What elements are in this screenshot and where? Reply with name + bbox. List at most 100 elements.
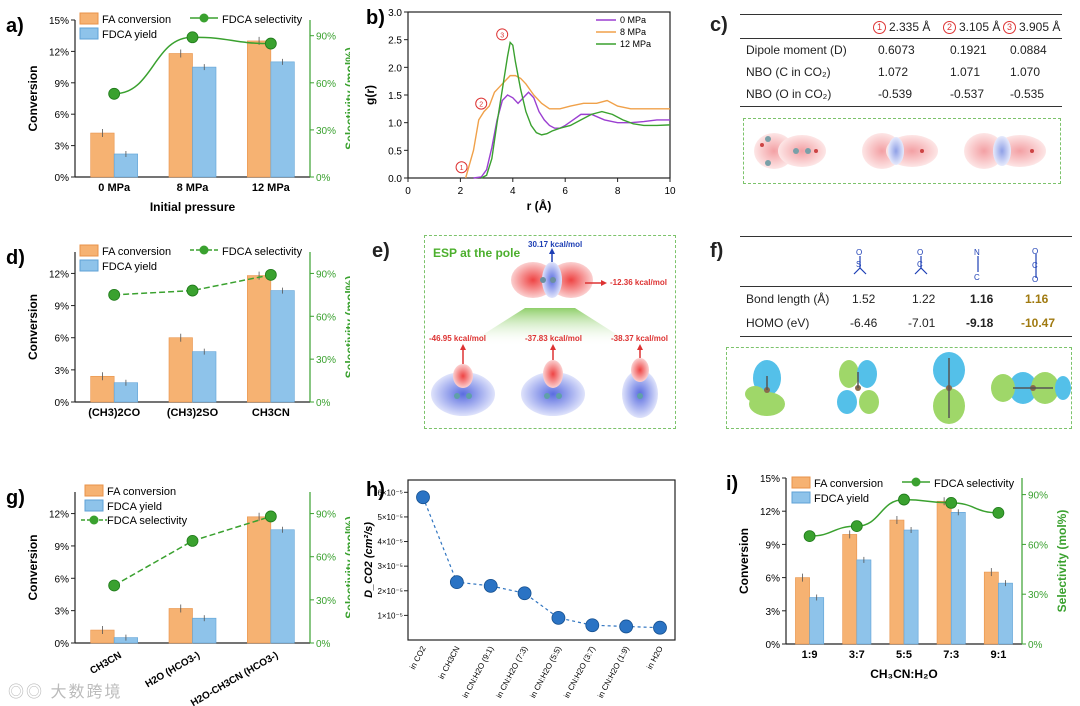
svg-text:C: C [974,273,980,282]
legend-sel: FDCA selectivity [222,246,303,258]
y-tick-label: 3% [55,366,70,377]
svg-text:O: O [1032,275,1038,284]
x-tick-label: (CH3)2CO [88,407,140,419]
legend-fa: FA conversion [107,486,176,498]
y-tick-label: 9% [55,302,70,313]
annotation-label: 1 [460,165,464,172]
x-axis-label: Initial pressure [150,200,236,214]
watermark-icon: ◎◎ [8,684,51,701]
bar-fa-conversion [168,608,193,644]
legend-swatch-yield [79,27,99,40]
legend-marker-sel [89,515,99,525]
selectivity-point [945,496,958,509]
y-tick-label: 6×10⁻⁵ [377,488,403,497]
x-tick-label: H2O (HCO3-) [144,650,202,690]
x-tick-label: in CN:H2O (1:9) [596,644,631,699]
x-tick-label: in CO2 [408,644,428,671]
selectivity-line [114,274,271,296]
panel-label: d) [6,247,25,269]
esp-title: ESP at the pole [433,246,521,260]
x-tick-label: (CH3)2SO [167,407,219,419]
y-tick-label: 1.5 [388,91,402,102]
y2-tick-label: 90% [1028,491,1048,502]
y-tick-label: 0% [766,640,781,651]
chart-i: i) 0% 3% 6% 9% 12% 15% 0% 30% 60% 90% Conversion Sel… [726,473,1069,681]
data-point [449,575,464,590]
esp-panel-e: ESP at the pole 30.17 kcal/mol -12.36 kc… [424,235,676,429]
selectivity-point [264,510,277,523]
legend-swatch-fa [791,476,811,489]
x-tick-label: 7:3 [943,649,959,661]
x-tick-label: H2O-CH3CN (HCO3-) [189,650,280,706]
y2-axis-label: Selectivity (mol%) [1055,510,1069,613]
x-tick-label: 8 MPa [177,182,210,194]
bar-fdca-yield [809,597,825,645]
panel-label: a) [6,15,24,37]
legend-fa: FA conversion [102,14,171,26]
y2-axis-label: Selectivity (mol%) [343,276,350,379]
bar-fdca-yield [998,582,1013,645]
annotation-circle [455,161,468,174]
chart-d: d) 0% 3% 6% 9% 12% 0% 30% 60% 90% Conversion Select… [6,244,350,419]
y-tick-label: 6% [55,574,70,585]
legend-fa: FA conversion [102,246,171,258]
bar-fdca-yield [270,290,295,403]
y2-tick-label: 0% [316,639,331,650]
table-c: 1 2.335 Å 2 3.105 Å 3 3.905 Å Dipole moment… [740,14,1062,107]
annotation-label: 2 [479,102,483,109]
y2-tick-label: 90% [316,269,336,280]
x-tick-label: 8 [615,186,621,197]
bar-fdca-yield [192,617,217,644]
panel-label: g) [6,487,25,509]
y-tick-label: 0.0 [388,174,402,185]
data-point [551,610,566,625]
selectivity-point [264,37,277,50]
y2-tick-label: 30% [316,596,336,607]
bar-fdca-yield [856,559,872,645]
y2-tick-label: 30% [316,126,336,137]
watermark: ◎◎ 大数跨境 [8,684,123,701]
panel-e-label: e) [372,240,390,262]
y2-tick-label: 60% [316,312,336,323]
y-tick-label: 3% [55,607,70,618]
legend-sel: FDCA selectivity [222,14,303,26]
svg-text:C: C [1032,261,1038,270]
x-tick-label: 12 MPa [252,182,291,194]
y2-axis-label: Selectivity (mol%) [343,516,350,619]
x-tick-label: 10 [664,186,676,197]
y2-axis-label: Selectivity (mol%) [343,47,350,150]
legend-marker-sel [911,477,921,487]
y2-tick-label: 0% [316,398,331,409]
y-axis-label: g(r) [363,85,377,105]
y-tick-label: 4×10⁻⁵ [377,538,403,547]
y-tick-label: 3% [55,142,70,153]
x-tick-label: in CN:H2O (7:3) [494,644,529,699]
data-point [517,586,532,601]
svg-text:O: O [917,248,923,257]
y-tick-label: 0.5 [388,146,402,157]
homo-orbitals [745,352,1071,424]
esp-top-pos: 30.17 kcal/mol [528,240,583,249]
x-tick-label: 2 [458,186,464,197]
x-axis-label: CH₃CN:H₂O [870,667,938,681]
esp-co2-image [754,133,1046,169]
y-axis-label: Conversion [26,534,40,600]
legend-marker-sel [199,13,209,23]
y-tick-label: 3×10⁻⁵ [377,562,403,571]
legend-yield: FDCA yield [102,261,157,273]
bar-fa-conversion [889,519,905,645]
annotation-label: 3 [500,32,504,39]
y-axis-label: Conversion [26,294,40,360]
selectivity-point [108,87,121,100]
svg-text:O: O [856,248,862,257]
selectivity-point [992,506,1005,519]
legend-marker-sel [199,245,209,255]
data-point [585,618,600,633]
bar-fdca-yield [950,512,966,645]
chart-b: b) 0.0 0.5 1.0 1.5 2.0 2.5 3.0 0 2 4 6 8 10 g(r) r (Å) 0… [363,7,676,213]
y-tick-label: 15% [760,474,780,485]
bar-fdca-yield [113,153,138,178]
annotation-circle [496,28,509,41]
svg-text:C: C [917,260,923,269]
y-tick-label: 3.0 [388,8,402,19]
